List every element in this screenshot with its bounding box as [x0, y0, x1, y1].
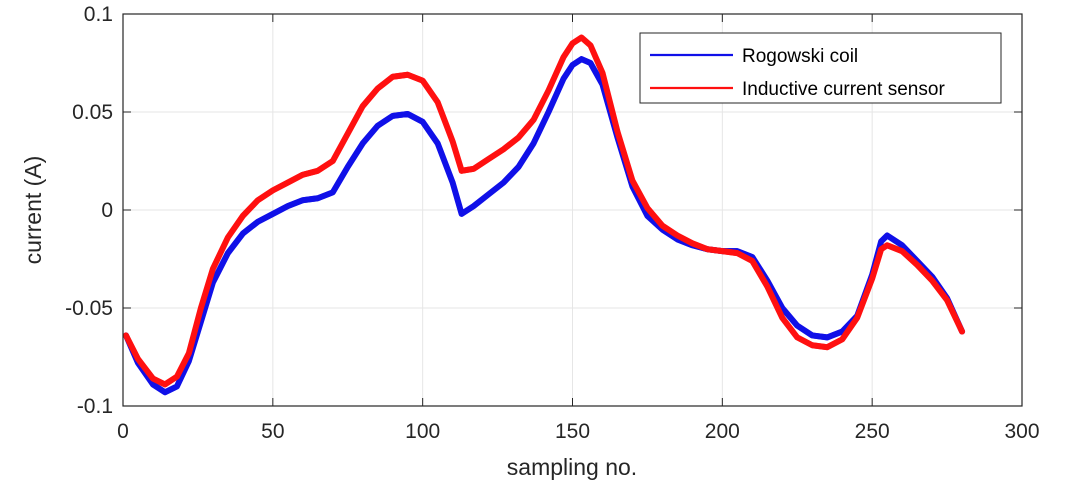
- x-tick-label: 250: [855, 420, 890, 443]
- legend-label-rogowski-coil: Rogowski coil: [742, 46, 858, 67]
- x-tick-label: 100: [405, 420, 440, 443]
- y-tick-label: -0.05: [65, 297, 113, 320]
- series-edge-rogowski-coil: [125, 56, 963, 391]
- series-layer: [123, 34, 966, 396]
- legend-box: [639, 32, 1002, 104]
- series-edge-rogowski-coil: [125, 61, 963, 396]
- legend-label-inductive-current-sensor: Inductive current sensor: [742, 79, 945, 100]
- legend: Rogowski coil Inductive current sensor: [639, 32, 1002, 104]
- y-axis-title: current (A): [20, 156, 46, 265]
- y-tick-label: -0.1: [77, 395, 113, 418]
- series-edge-inductive-current-sensor: [125, 34, 963, 383]
- x-tick-label: 150: [555, 420, 590, 443]
- x-tick-label: 300: [1004, 420, 1039, 443]
- x-tick-label: 50: [261, 420, 284, 443]
- axis-ticks: 0 50 100 150 200 250 300 -0.1 -0.05 0 0.05 0.1: [65, 3, 1039, 443]
- x-axis-title: sampling no.: [507, 454, 637, 480]
- y-tick-label: 0: [101, 199, 113, 222]
- y-tick-label: 0.05: [72, 101, 113, 124]
- series-line-rogowski-coil: [123, 56, 966, 396]
- series-edge-inductive-current-sensor: [125, 39, 963, 388]
- series-line-inductive-current-sensor: [123, 34, 966, 388]
- y-tick-label: 0.1: [84, 3, 113, 26]
- x-tick-label: 200: [705, 420, 740, 443]
- x-tick-label: 0: [117, 420, 129, 443]
